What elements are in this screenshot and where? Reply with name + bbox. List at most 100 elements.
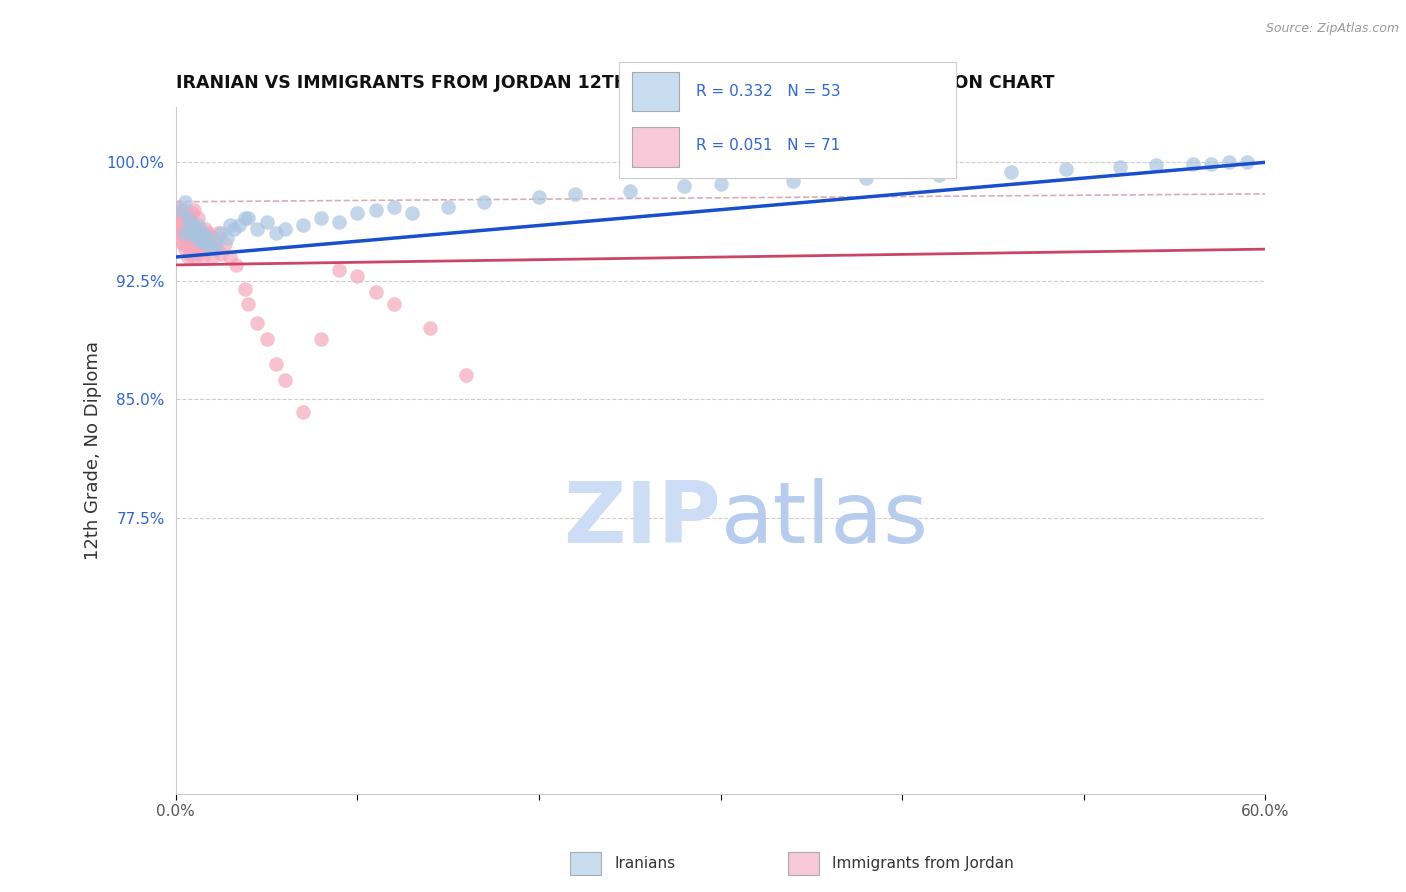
Point	[186, 231, 209, 245]
Point	[437, 200, 460, 214]
Point	[256, 332, 278, 346]
Point	[169, 227, 191, 241]
Text: Iranians: Iranians	[614, 856, 675, 871]
Point	[274, 373, 297, 387]
Point	[207, 227, 229, 241]
Point	[181, 206, 204, 220]
Text: R = 0.051   N = 71: R = 0.051 N = 71	[696, 138, 841, 153]
Point	[183, 250, 205, 264]
Point	[1218, 155, 1240, 169]
Bar	[633, 128, 679, 167]
Point	[176, 237, 198, 252]
Point	[202, 231, 225, 245]
Point	[274, 221, 297, 235]
Point	[209, 247, 232, 261]
Point	[225, 258, 247, 272]
Point	[181, 242, 204, 256]
Point	[456, 368, 478, 383]
Point	[364, 285, 387, 299]
Point	[190, 234, 212, 248]
Point	[190, 227, 212, 241]
Point	[1146, 158, 1168, 172]
Point	[170, 221, 193, 235]
Point	[233, 282, 256, 296]
Point	[197, 227, 219, 241]
Point	[183, 202, 205, 217]
Point	[346, 268, 368, 283]
Point	[855, 171, 877, 186]
Point	[184, 237, 207, 252]
Point	[264, 227, 287, 241]
Point	[186, 247, 209, 261]
Point	[170, 234, 193, 248]
Point	[169, 200, 191, 214]
Text: Source: ZipAtlas.com: Source: ZipAtlas.com	[1265, 22, 1399, 36]
Point	[188, 227, 211, 241]
Point	[176, 215, 198, 229]
Point	[173, 227, 195, 241]
Point	[177, 234, 200, 248]
Point	[238, 211, 260, 225]
Point	[166, 206, 188, 220]
Point	[246, 221, 269, 235]
Point	[474, 194, 496, 209]
Point	[382, 200, 405, 214]
Point	[364, 202, 387, 217]
Point	[173, 202, 195, 217]
Text: IRANIAN VS IMMIGRANTS FROM JORDAN 12TH GRADE, NO DIPLOMA CORRELATION CHART: IRANIAN VS IMMIGRANTS FROM JORDAN 12TH G…	[176, 74, 1054, 92]
Point	[1054, 161, 1077, 176]
Point	[782, 174, 804, 188]
Point	[382, 297, 405, 311]
Point	[176, 227, 198, 241]
Point	[219, 219, 242, 233]
Point	[201, 250, 224, 264]
Point	[194, 221, 217, 235]
Point	[179, 247, 201, 261]
Point	[177, 250, 200, 264]
Point	[673, 179, 696, 194]
Point	[204, 242, 226, 256]
Point	[173, 194, 195, 209]
Point	[177, 221, 200, 235]
Point	[172, 237, 194, 252]
Point	[309, 332, 332, 346]
Point	[200, 237, 222, 252]
Point	[195, 231, 218, 245]
Point	[197, 231, 219, 245]
Point	[527, 190, 550, 204]
Text: R = 0.332   N = 53: R = 0.332 N = 53	[696, 84, 841, 99]
Point	[222, 221, 245, 235]
Point	[181, 227, 204, 241]
Point	[401, 206, 423, 220]
Point	[1236, 155, 1258, 169]
Point	[194, 234, 217, 248]
Point	[204, 237, 226, 252]
Point	[183, 234, 205, 248]
Point	[1109, 160, 1132, 174]
Point	[179, 231, 201, 245]
Point	[181, 227, 204, 241]
Point	[197, 242, 219, 256]
Point	[1000, 165, 1022, 179]
Point	[186, 219, 209, 233]
Point	[215, 231, 238, 245]
Point	[191, 227, 214, 241]
Point	[188, 221, 211, 235]
Point	[170, 215, 193, 229]
Point	[309, 211, 332, 225]
Y-axis label: 12th Grade, No Diploma: 12th Grade, No Diploma	[84, 341, 101, 560]
Point	[214, 237, 236, 252]
Point	[219, 250, 242, 264]
Point	[1199, 157, 1222, 171]
Point	[191, 250, 214, 264]
Point	[419, 321, 441, 335]
Point	[177, 211, 200, 225]
Text: atlas: atlas	[721, 477, 928, 561]
Point	[173, 242, 195, 256]
Point	[191, 234, 214, 248]
Text: ZIP: ZIP	[562, 477, 721, 561]
Point	[228, 219, 250, 233]
Point	[179, 219, 201, 233]
Point	[710, 178, 733, 192]
Point	[172, 227, 194, 241]
